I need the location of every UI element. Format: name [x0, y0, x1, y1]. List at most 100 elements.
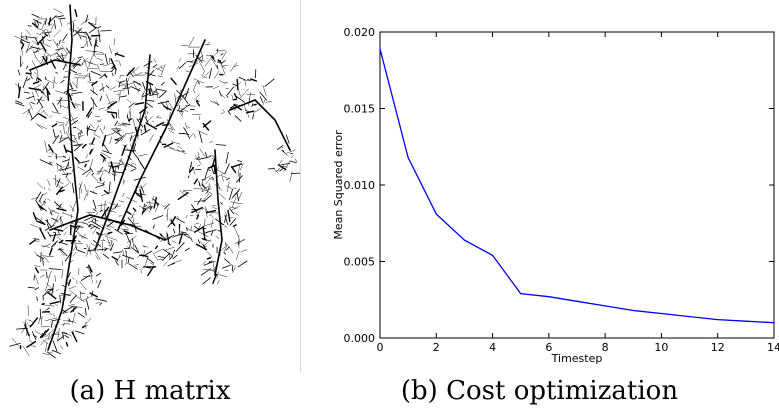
road-segment: [133, 82, 139, 93]
road-segment: [115, 137, 123, 145]
road-segment: [89, 158, 94, 171]
data-point: [491, 254, 494, 256]
road-segment: [238, 76, 246, 81]
road-segment: [127, 256, 130, 265]
road-segment: [29, 317, 39, 328]
road-segment: [143, 124, 147, 133]
road-segment: [206, 211, 219, 214]
road-segment: [47, 179, 51, 187]
road-segment: [15, 327, 28, 330]
road-segment: [168, 255, 173, 261]
road-segment: [125, 249, 127, 257]
road-segment: [62, 33, 68, 42]
road-segment: [126, 113, 128, 119]
data-point: [576, 300, 578, 302]
road-segment: [204, 218, 206, 226]
road-segment: [89, 123, 95, 129]
road-segment: [88, 21, 97, 29]
road-segment: [204, 176, 213, 185]
h-matrix-panel: (a) H matrix: [0, 0, 300, 418]
road-segment: [211, 58, 218, 68]
road-segment: [163, 261, 168, 267]
road-segment: [59, 96, 61, 109]
road-segment: [177, 215, 180, 219]
road-segment: [107, 231, 113, 235]
road-segment: [46, 223, 50, 229]
road-segment: [32, 80, 40, 85]
road-segment: [89, 147, 95, 156]
road-segment: [134, 102, 145, 106]
road-segment: [45, 285, 48, 292]
road-segment: [101, 82, 105, 92]
road-segment: [228, 216, 234, 219]
road-segment: [221, 264, 232, 269]
road-segment: [152, 252, 159, 261]
road-segment: [26, 41, 31, 54]
road-segment: [236, 96, 246, 103]
road-segment: [198, 116, 200, 120]
road-segment: [32, 212, 37, 221]
road-segment: [83, 40, 89, 48]
road-segment: [63, 63, 67, 70]
road-segment: [178, 223, 181, 236]
road-segment: [102, 154, 106, 162]
road-segment: [99, 172, 104, 179]
road-segment: [37, 124, 48, 130]
data-point: [379, 48, 381, 50]
road-segment: [90, 217, 99, 222]
road-segment: [172, 249, 176, 254]
road-segment: [48, 144, 54, 153]
road-segment: [202, 277, 211, 285]
road-segment: [259, 96, 264, 103]
road-segment: [45, 317, 58, 321]
road-segment: [115, 205, 121, 208]
road-segment: [43, 256, 50, 263]
road-segment: [212, 207, 218, 209]
road-segment: [32, 334, 37, 338]
road-segment: [130, 209, 136, 220]
road-segment: [126, 162, 136, 169]
road-segment: [234, 82, 242, 88]
road-segment: [113, 89, 126, 92]
road-segment: [106, 235, 111, 247]
road-segment: [54, 239, 59, 246]
road-segment: [109, 86, 116, 91]
road-segment: [75, 330, 85, 335]
road-segment: [30, 46, 41, 50]
road-segment: [102, 150, 112, 155]
road-segment: [49, 247, 53, 256]
road-segment: [132, 207, 137, 212]
road-segment: [217, 279, 220, 285]
road-segment: [104, 107, 111, 111]
road-segment: [78, 181, 83, 190]
road-segment: [59, 189, 65, 193]
road-segment: [171, 141, 181, 145]
road-segment: [68, 317, 71, 323]
road-segment: [20, 40, 24, 45]
road-segment: [203, 245, 207, 247]
road-segment: [220, 175, 227, 178]
road-segment: [118, 256, 121, 259]
road-segment: [206, 257, 212, 260]
road-segment: [237, 88, 241, 97]
road-segment: [209, 141, 214, 143]
x-tick-label: 0: [377, 341, 384, 354]
road-segment: [39, 205, 44, 211]
road-segment: [81, 325, 86, 329]
x-tick-label: 10: [654, 341, 668, 354]
road-segment: [176, 110, 184, 113]
road-segment: [105, 224, 114, 229]
road-segment: [176, 65, 180, 70]
road-segment: [36, 220, 46, 226]
road-segment: [90, 225, 96, 230]
road-segment: [220, 53, 224, 56]
road-segment: [116, 129, 121, 133]
road-segment: [206, 209, 217, 214]
road-segment: [53, 152, 58, 156]
road-segment: [237, 260, 248, 268]
road-segment: [40, 328, 50, 338]
road-segment: [35, 191, 42, 202]
road-segment: [96, 170, 108, 172]
road-segment: [99, 87, 105, 91]
road-segment: [152, 224, 155, 229]
